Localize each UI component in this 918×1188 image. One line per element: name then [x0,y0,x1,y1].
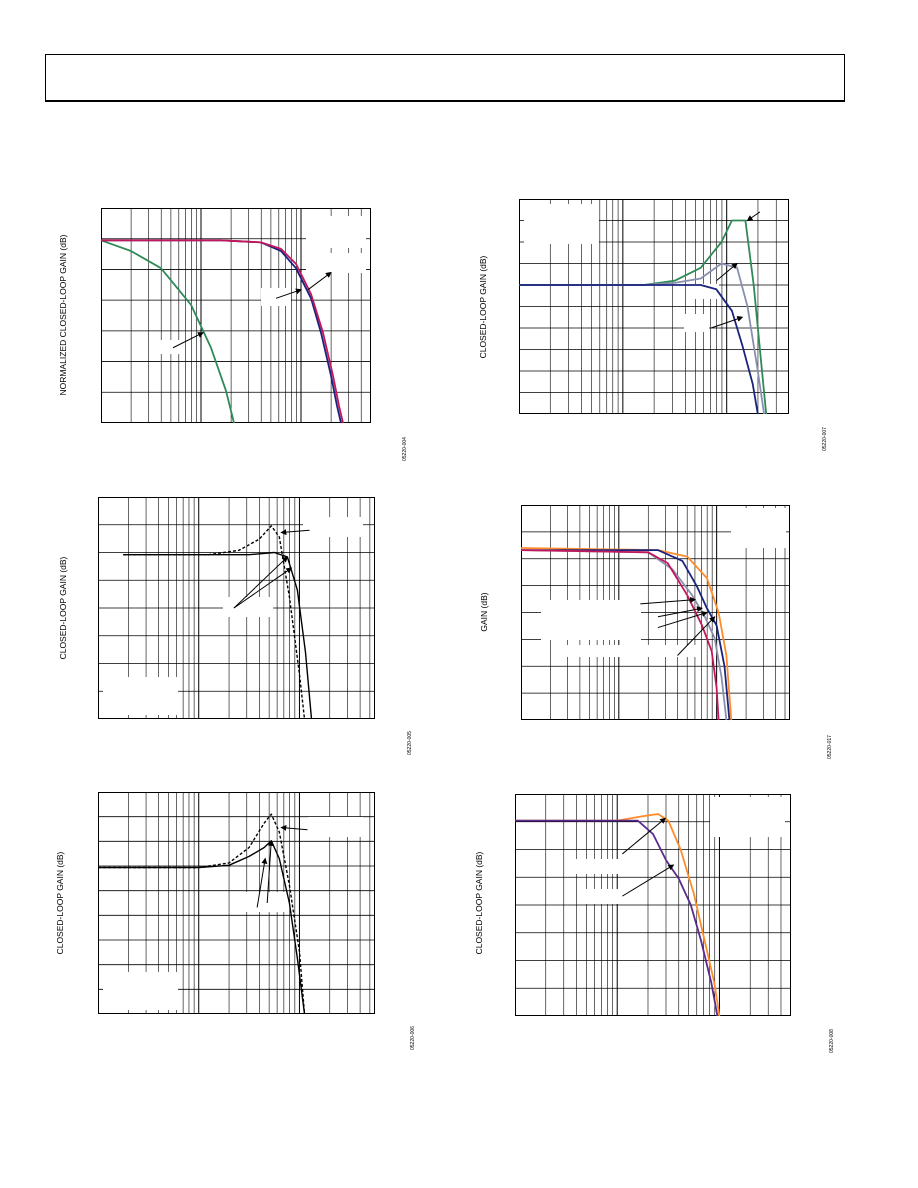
figure-code-fig-06: 05220-006 [410,1026,416,1050]
annotation-label-box [306,216,366,248]
callout-arrow [275,288,302,299]
annotation-label-box [103,972,178,1010]
callout-arrow [640,597,697,605]
annotation-label-box [684,314,709,332]
chart-svg-fig-08 [515,794,791,1017]
plot-frame [101,208,371,423]
chart-svg-fig-07 [519,199,789,415]
annotation-label-box [575,859,620,874]
series-line-2 [101,239,342,424]
chart-svg-fig-17 [520,505,790,721]
y-axis-label-fig-17: GAIN (dB) [479,592,489,632]
callout-arrow [233,556,289,609]
callout-arrow [256,857,268,908]
page-header-box [45,54,845,102]
series-line-2 [519,262,765,415]
figure-code-fig-04: 05220-004 [402,437,408,461]
figure-code-fig-07: 05220-007 [822,427,828,451]
series-line-1 [100,239,235,424]
annotation-label-box [561,645,701,657]
annotation-label-box [731,508,786,548]
callout-arrow [233,567,293,609]
chart-fig-08 [515,794,791,1017]
callout-arrow [657,611,708,629]
y-axis-label-fig-05: CLOSED-LOOP GAIN (dB) [58,556,68,660]
callout-arrow [172,332,204,349]
callout-arrow [715,262,738,282]
figure-code-fig-17: 05220-017 [827,735,833,759]
annotation-label-box [223,597,273,617]
series-line-1 [519,219,768,415]
callout-arrow [307,271,332,291]
annotation-label-box [306,253,366,273]
callout-arrow [280,824,308,831]
callout-arrow [710,316,744,329]
annotation-label-box [580,889,625,904]
series-line-3 [519,284,759,415]
series-line-2 [98,840,306,1015]
series-line-2 [123,551,313,720]
series-line-3 [101,239,344,424]
callout-arrow [677,616,716,656]
callout-arrow [622,817,667,855]
series-line-1 [98,813,306,1015]
annotation-label-box [156,340,181,354]
annotation-label-box [541,600,641,640]
annotation-label-box [308,817,363,837]
callout-arrow [266,839,274,904]
annotation-label-box [238,892,288,912]
callout-arrow [622,864,675,897]
annotation-label-box [710,797,785,837]
y-axis-label-fig-07: CLOSED-LOOP GAIN (dB) [478,255,488,359]
y-axis-label-fig-04: NORMALIZED CLOSED-LOOP GAIN (dB) [58,234,68,396]
callout-arrow [657,606,703,618]
y-axis-label-fig-06: CLOSED-LOOP GAIN (dB) [55,851,65,955]
y-axis-label-fig-08: CLOSED-LOOP GAIN (dB) [474,851,484,955]
annotation-label-box [303,517,363,537]
chart-fig-17 [520,505,790,721]
plot-frame [98,792,375,1014]
annotation-label-box [524,204,599,244]
figure-code-fig-05: 05220-005 [407,731,413,755]
chart-fig-05 [98,497,375,720]
chart-fig-04 [100,208,371,424]
series-line-2 [521,549,731,721]
figure-code-fig-08: 05220-008 [829,1029,835,1053]
callout-arrow [746,211,761,222]
series-line-2 [515,819,719,1017]
annotation-label-box [103,677,178,715]
chart-fig-06 [98,792,375,1015]
annotation-label-box [261,288,291,306]
chart-fig-07 [519,199,789,415]
chart-svg-fig-06 [98,792,375,1015]
callout-arrow [280,529,310,536]
series-line-4 [520,549,720,721]
chart-svg-fig-04 [100,208,371,424]
chart-svg-fig-05 [98,497,375,720]
series-line-1 [123,525,306,720]
